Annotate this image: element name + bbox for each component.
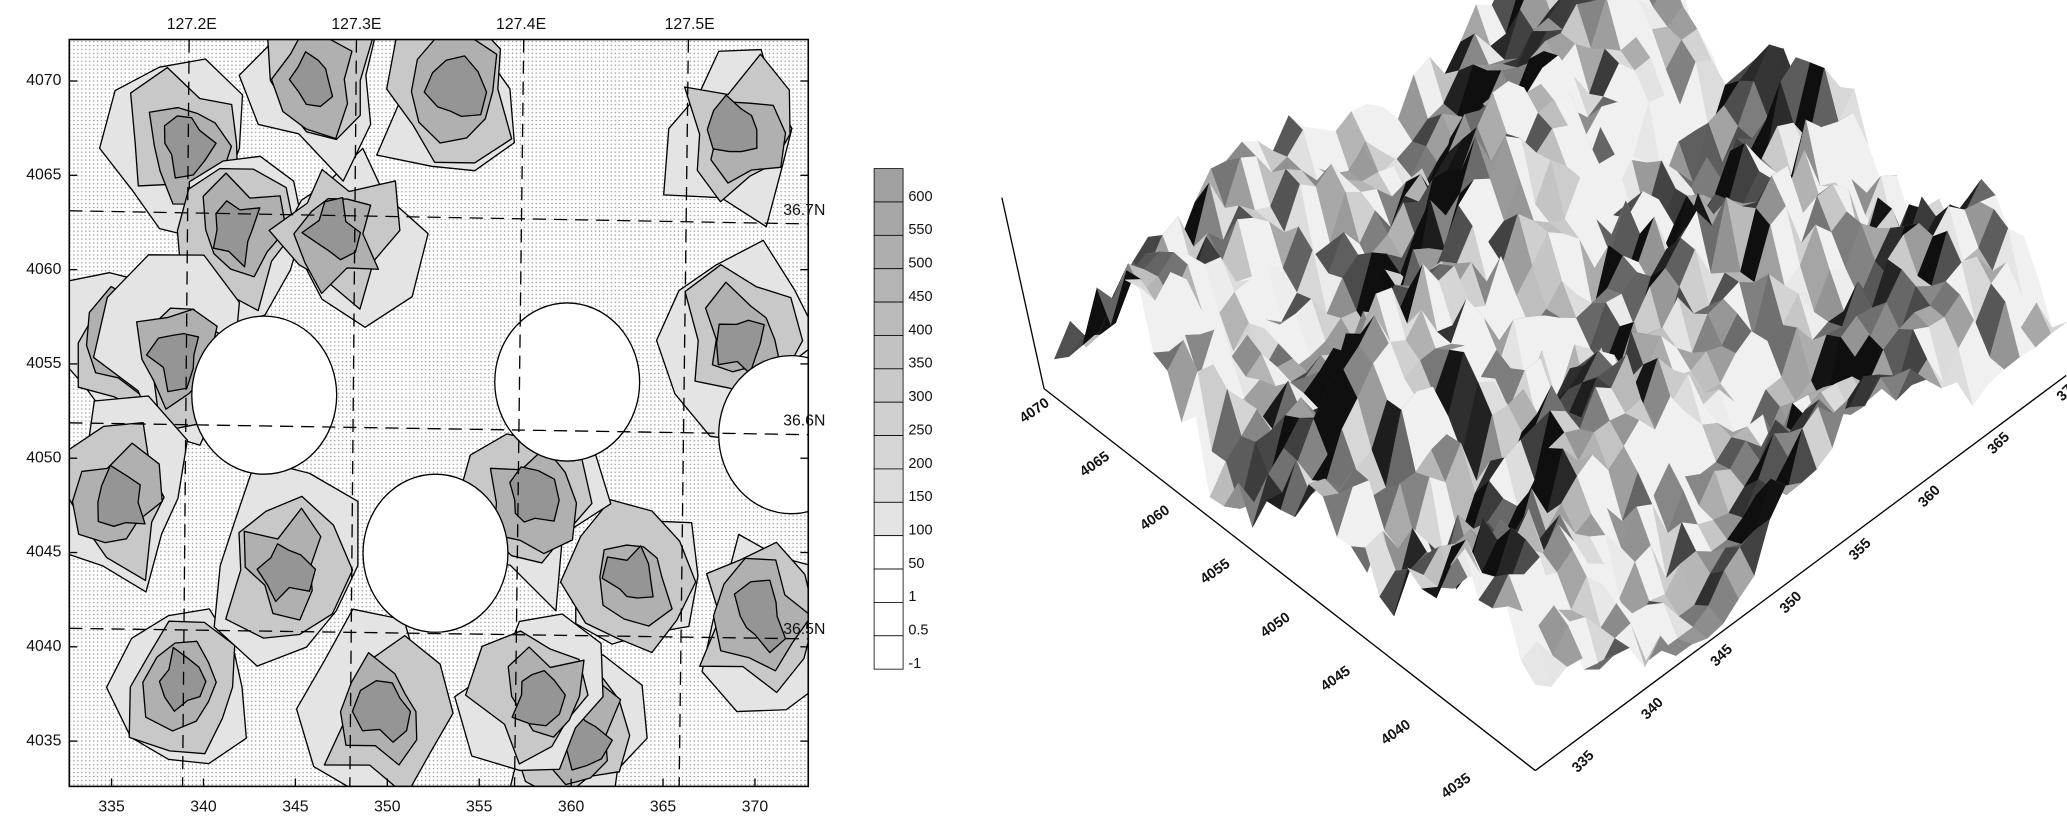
surface-y-label: 4045 bbox=[1318, 663, 1354, 695]
x-tick-label: 340 bbox=[190, 799, 217, 816]
colorbar-band bbox=[874, 269, 903, 302]
surface-x-label: 335 bbox=[1569, 748, 1597, 776]
surface-y-label: 4040 bbox=[1378, 717, 1414, 749]
x-tick-label: 335 bbox=[98, 799, 125, 816]
latitude-label: 36.6N bbox=[783, 413, 825, 430]
z-axis bbox=[1002, 198, 1044, 389]
y-tick-label: 4055 bbox=[26, 355, 61, 372]
longitude-label: 127.4E bbox=[496, 16, 546, 33]
surface-y-label: 4070 bbox=[1017, 395, 1053, 427]
x-tick-label: 365 bbox=[650, 799, 677, 816]
colorbar-band bbox=[874, 369, 903, 402]
surface-y-label: 4065 bbox=[1077, 449, 1113, 481]
colorbar-label: 50 bbox=[908, 556, 924, 572]
colorbar-band bbox=[874, 235, 903, 268]
x-tick-label: 345 bbox=[282, 799, 309, 816]
colorbar-label: 1 bbox=[908, 589, 916, 605]
x-tick-label: 355 bbox=[466, 799, 493, 816]
colorbar-band bbox=[874, 636, 903, 669]
longitude-label: 127.3E bbox=[331, 16, 381, 33]
longitude-label: 127.5E bbox=[665, 16, 715, 33]
colorbar-label: -1 bbox=[908, 656, 921, 672]
colorbar-label: 200 bbox=[908, 456, 932, 472]
x-tick-label: 360 bbox=[558, 799, 585, 816]
surface-y-label: 4035 bbox=[1438, 770, 1474, 802]
surface-y-label: 4055 bbox=[1198, 556, 1234, 588]
colorbar-label: 0.5 bbox=[908, 623, 928, 639]
colorbar-label: 250 bbox=[908, 422, 932, 438]
surface-x-label: 340 bbox=[1638, 695, 1666, 723]
colorbar-label: 550 bbox=[908, 222, 932, 238]
x-tick-label: 350 bbox=[374, 799, 401, 816]
y-tick-label: 4040 bbox=[26, 638, 61, 655]
colorbar-band bbox=[874, 402, 903, 435]
colorbar-label: 400 bbox=[908, 322, 932, 338]
colorbar-label: 350 bbox=[908, 356, 932, 372]
colorbar-band bbox=[874, 602, 903, 635]
x-tick-label: 370 bbox=[742, 799, 769, 816]
longitude-label: 127.2E bbox=[167, 16, 217, 33]
colorbar-label: 600 bbox=[908, 189, 932, 205]
colorbar-label: 450 bbox=[908, 289, 932, 305]
colorbar-band bbox=[874, 302, 903, 335]
surface-facet bbox=[1055, 321, 1085, 358]
colorbar-band bbox=[874, 536, 903, 569]
y-tick-label: 4045 bbox=[26, 544, 61, 561]
y-tick-label: 4065 bbox=[26, 166, 61, 183]
surface-x-label: 355 bbox=[1846, 535, 1874, 563]
latitude-label: 36.7N bbox=[783, 202, 825, 219]
colorbar-band bbox=[874, 569, 903, 602]
y-tick-label: 4050 bbox=[26, 449, 61, 466]
colorbar-band bbox=[874, 502, 903, 535]
blank-region bbox=[363, 474, 508, 632]
colorbar-label: 150 bbox=[908, 489, 932, 505]
y-tick-label: 4060 bbox=[26, 261, 61, 278]
contour-map bbox=[39, 0, 864, 818]
colorbar-band bbox=[874, 202, 903, 235]
colorbar-band bbox=[874, 436, 903, 469]
y-tick-label: 4070 bbox=[26, 72, 61, 89]
surface-x-label: 360 bbox=[1915, 482, 1943, 510]
blank-region bbox=[495, 303, 640, 461]
figure: 335 340 345 350 355 360 365 370 4035 4040 4045 4050… bbox=[0, 0, 2067, 818]
colorbar-band bbox=[874, 169, 903, 202]
blank-region bbox=[192, 316, 337, 474]
y-tick-label: 4035 bbox=[26, 732, 61, 749]
surface-y-label: 4050 bbox=[1258, 610, 1294, 642]
colorbar-band bbox=[874, 335, 903, 368]
colorbar-band bbox=[874, 469, 903, 502]
colorbar-label: 100 bbox=[908, 522, 932, 538]
colorbar-label: 300 bbox=[908, 389, 932, 405]
surface-x-label: 345 bbox=[1708, 642, 1736, 670]
surface-x-label: 350 bbox=[1777, 589, 1805, 617]
surface-y-label: 4060 bbox=[1137, 502, 1173, 534]
colorbar-label: 500 bbox=[908, 256, 932, 272]
latitude-label: 36.5N bbox=[783, 621, 825, 638]
